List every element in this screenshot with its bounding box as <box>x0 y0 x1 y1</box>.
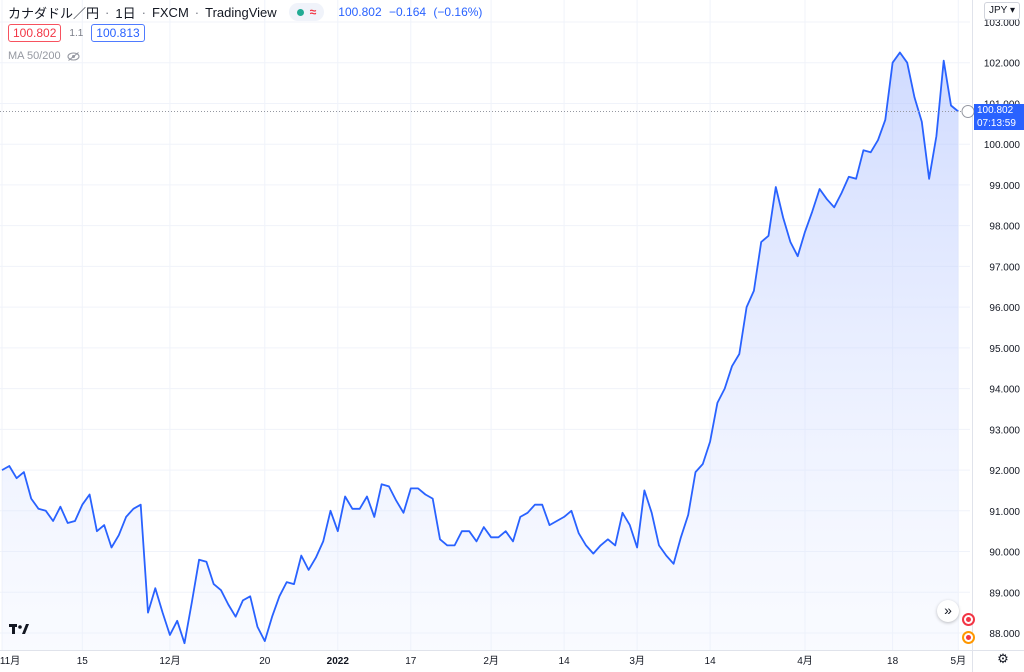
currency-label: JPY <box>989 5 1008 16</box>
delayed-data-icon: ≈ <box>309 5 317 19</box>
x-axis[interactable]: 11月 15 12月 20 2022 17 2月 14 3月 14 4月 18 5月 <box>0 655 966 667</box>
countdown-timer: 07:13:59 <box>977 117 1016 129</box>
symbol-name[interactable]: カナダドル／円 <box>8 5 100 21</box>
separator-dot: · <box>194 4 200 20</box>
x-tick-label: 17 <box>405 656 417 667</box>
y-tick-label: 96.000 <box>989 303 1020 314</box>
x-tick-label: 14 <box>705 656 717 667</box>
chart-header: カナダドル／円 · 1日 · FXCM · TradingView ≈ 100.… <box>8 2 486 22</box>
separator-dot: · <box>105 4 110 20</box>
interval-label[interactable]: 1日 <box>115 5 136 21</box>
y-tick-label: 100.000 <box>984 140 1021 151</box>
y-tick-label: 94.000 <box>989 385 1020 396</box>
y-tick-label: 90.000 <box>989 548 1020 559</box>
y-tick-label: 99.000 <box>989 181 1020 192</box>
price-change-pct: (−0.16%) <box>433 5 483 19</box>
currency-selector[interactable]: JPY ▾ <box>984 2 1020 20</box>
chevron-double-right-icon: » <box>944 602 952 618</box>
x-tick-label: 4月 <box>797 655 813 667</box>
indicator-label: MA 50/200 <box>8 50 61 62</box>
y-tick-label: 97.000 <box>989 262 1020 273</box>
event-marker-icon[interactable] <box>962 631 975 644</box>
spread-value: 1.1 <box>69 27 84 39</box>
y-tick-label: 93.000 <box>989 425 1020 436</box>
market-open-dot-icon <box>296 8 304 16</box>
x-tick-label: 2022 <box>327 656 350 667</box>
scroll-to-realtime-button[interactable]: » <box>937 600 959 622</box>
tradingview-logo-icon[interactable] <box>8 621 34 639</box>
eye-crossed-icon[interactable] <box>67 51 80 61</box>
exchange-label: FXCM <box>151 4 189 20</box>
x-tick-label: 14 <box>559 656 571 667</box>
y-tick-label: 91.000 <box>989 507 1020 518</box>
last-price: 100.802 <box>338 5 382 19</box>
y-tick-label: 95.000 <box>989 344 1020 355</box>
x-tick-label: 5月 <box>951 655 967 667</box>
sell-price-button[interactable]: 100.802 <box>8 24 62 42</box>
x-tick-label: 20 <box>259 656 271 667</box>
source-label: TradingView <box>205 4 277 20</box>
event-marker-icon[interactable] <box>962 613 975 626</box>
x-tick-label: 11月 <box>0 655 20 667</box>
indicator-legend[interactable]: MA 50/200 <box>8 50 80 62</box>
y-tick-label: 92.000 <box>989 466 1020 477</box>
price-line <box>1 51 959 645</box>
y-tick-label: 103.000 <box>984 18 1021 29</box>
x-tick-label: 3月 <box>629 655 645 667</box>
area-fill <box>2 52 959 650</box>
last-price-badge-value: 100.802 <box>977 104 1014 116</box>
last-price-badge: 100.802 07:13:59 <box>974 103 1024 130</box>
gear-icon[interactable]: ⚙ <box>997 651 1009 666</box>
x-tick-label: 12月 <box>159 655 180 667</box>
y-tick-label: 98.000 <box>989 222 1020 233</box>
y-tick-label: 88.000 <box>989 629 1020 640</box>
price-readout: 100.802 −0.164 (−0.16%) <box>338 5 486 19</box>
y-tick-label: 89.000 <box>989 588 1020 599</box>
trade-buttons: 100.802 1.1 100.813 <box>8 24 145 42</box>
x-tick-label: 2月 <box>483 655 499 667</box>
buy-price-button[interactable]: 100.813 <box>91 24 145 42</box>
tv-logo-mark <box>9 624 29 634</box>
price-change: −0.164 <box>389 5 427 19</box>
x-tick-label: 18 <box>887 656 899 667</box>
market-status[interactable]: ≈ <box>288 3 325 21</box>
x-tick-label: 15 <box>77 656 89 667</box>
last-point-marker <box>961 105 975 119</box>
separator-dot: · <box>141 4 146 20</box>
y-tick-label: 102.000 <box>984 59 1021 70</box>
